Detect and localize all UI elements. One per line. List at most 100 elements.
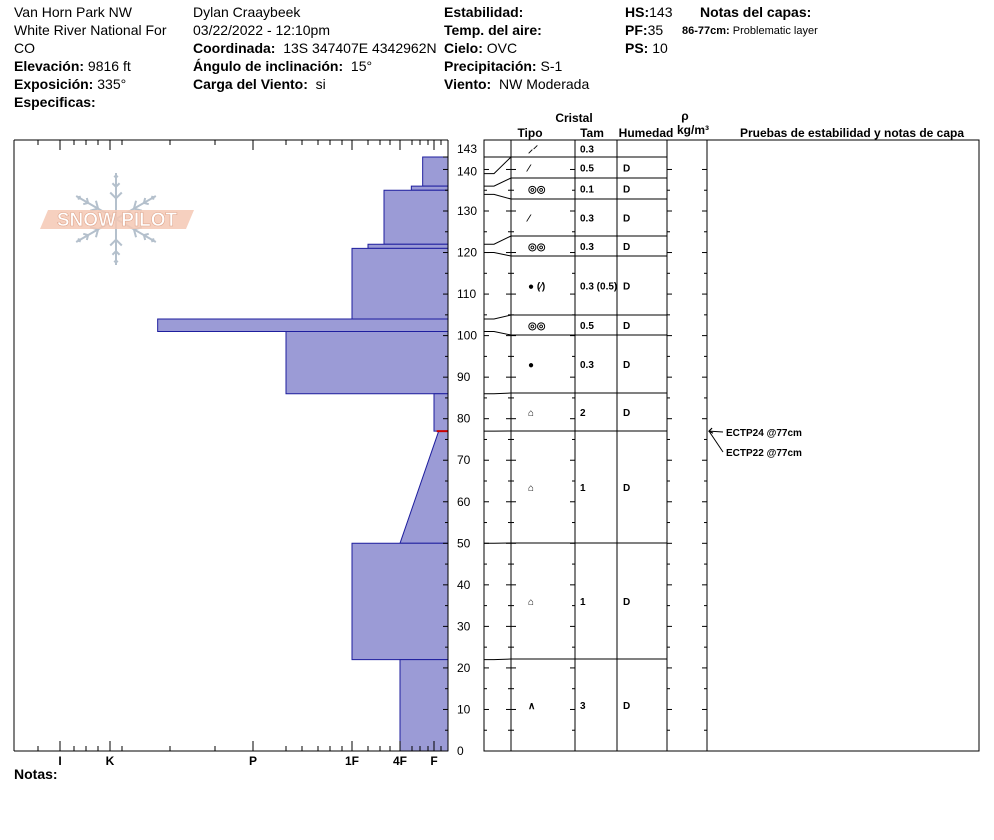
- moisture-value: D: [623, 408, 630, 419]
- moisture-value: D: [623, 483, 630, 494]
- layer-connector: [484, 157, 511, 174]
- snowflake-branch: [116, 176, 118, 178]
- grain-size-value: 3: [580, 701, 586, 712]
- grain-size-value: 0.3: [580, 242, 594, 253]
- tests-header: Pruebas de estabilidad y notas de capa: [740, 126, 964, 140]
- grain-type-symbol: ⸝⸍: [528, 145, 538, 156]
- stability-test-label: ECTP24 @77cm: [726, 428, 802, 439]
- snowflake-branch: [79, 196, 80, 198]
- layer-rows: ⸝⸍ 0.3 ⁄ 0.5 D ◎◎ 0.1 D ⁄ 0.3 D ◎◎ 0.3 D ● (⁄) 0.3 (0.5…: [511, 145, 667, 713]
- snowflake-branch: [152, 198, 154, 199]
- depth-tick-label: 60: [457, 495, 471, 509]
- grain-size-value: 0.5: [580, 164, 594, 175]
- grain-size-value: 0.3 (0.5): [580, 282, 617, 293]
- depth-tick-label: 20: [457, 661, 471, 675]
- hardness-profile: [158, 157, 448, 751]
- hardness-layer: [434, 394, 448, 431]
- grain-type-symbol: ⁄: [526, 164, 532, 175]
- depth-tick-label: 130: [457, 204, 477, 218]
- hardness-layer: [352, 248, 448, 319]
- grain-type-symbol: ● (⁄): [528, 282, 545, 293]
- snowflake-branch: [78, 239, 80, 240]
- depth-tick-label: 70: [457, 453, 471, 467]
- depth-tick-label: 120: [457, 246, 477, 260]
- hardness-layer: [352, 543, 448, 659]
- depth-tick-label: 110: [457, 287, 476, 301]
- stability-tests: ECTP24 @77cm ECTP22 @77cm: [709, 428, 802, 459]
- hardness-tick-label: I: [58, 754, 61, 768]
- moisture-value: D: [623, 701, 630, 712]
- snowflake-branch: [87, 198, 88, 203]
- depth-tick-label: 50: [457, 536, 471, 550]
- grain-type-symbol: ⌂: [528, 483, 534, 494]
- table-depth-ticks: [484, 169, 707, 751]
- hardness-layer: [384, 190, 448, 244]
- moisture-value: D: [623, 164, 630, 175]
- layer-connector: [484, 315, 511, 319]
- snowflake-branch: [152, 240, 153, 242]
- hardness-layer: [400, 660, 448, 751]
- moisture-header: Humedad: [619, 126, 674, 140]
- snowflake-branch: [78, 198, 80, 199]
- depth-tick-label: 0: [457, 744, 464, 758]
- depth-tick-label: 30: [457, 619, 471, 633]
- depth-tick-label: 80: [457, 412, 471, 426]
- layer-connector: [484, 331, 511, 335]
- rho-header: ρ: [681, 109, 688, 123]
- grain-size-value: 0.1: [580, 185, 594, 196]
- hardness-tick-label: 4F: [393, 754, 407, 768]
- moisture-value: D: [623, 321, 630, 332]
- snowflake-branch: [83, 234, 88, 235]
- depth-tick-label: 40: [457, 578, 471, 592]
- density-unit-header: kg/m³: [677, 123, 709, 137]
- grain-size-value: 0.5: [580, 321, 594, 332]
- hardness-layer: [286, 331, 448, 393]
- grain-size-value: 0.3: [580, 360, 594, 371]
- snowflake-branch: [144, 235, 145, 240]
- hardness-tick-label: F: [430, 754, 437, 768]
- hardness-layer: [411, 186, 448, 190]
- moisture-value: D: [623, 214, 630, 225]
- depth-tick-label: 10: [457, 702, 471, 716]
- grain-type-symbol: ∧: [528, 701, 535, 712]
- hardness-layer: [368, 244, 448, 248]
- layer-connector: [484, 178, 511, 186]
- moisture-value: D: [623, 242, 630, 253]
- size-header: Tam: [580, 126, 604, 140]
- layer-connectors: [484, 157, 511, 660]
- depth-tick-label: 100: [457, 329, 477, 343]
- layer-connector: [484, 253, 511, 256]
- grain-type-symbol: ◎◎: [528, 185, 546, 196]
- test-arrow: [709, 431, 723, 452]
- grain-size-value: 0.3: [580, 214, 594, 225]
- hardness-axis: I K P 1F 4F F: [38, 140, 441, 768]
- grain-type-symbol: ⌂: [528, 408, 534, 419]
- hardness-tick-label: K: [106, 754, 115, 768]
- hardness-tick-label: P: [249, 754, 257, 768]
- grain-size-value: 1: [580, 597, 586, 608]
- depth-tick-label: 143: [457, 142, 477, 156]
- moisture-value: D: [623, 185, 630, 196]
- stability-test-label: ECTP22 @77cm: [726, 448, 802, 459]
- type-header: Tipo: [517, 126, 542, 140]
- layer-connector: [484, 236, 511, 244]
- crystal-header: Cristal: [555, 111, 592, 125]
- layer-connector: [484, 194, 511, 199]
- hardness-layer: [158, 319, 448, 331]
- logo-text: SNOW PILOT: [57, 210, 178, 231]
- snowflake-branch: [114, 260, 116, 262]
- snowflake-branch: [152, 239, 154, 240]
- snowflake-branch: [144, 203, 149, 204]
- depth-tick-label: 140: [457, 164, 477, 178]
- grain-type-symbol: ◎◎: [528, 321, 546, 332]
- moisture-value: D: [623, 597, 630, 608]
- moisture-value: D: [623, 360, 630, 371]
- grain-type-symbol: ◎◎: [528, 242, 546, 253]
- snowpilot-logo: SNOW PILOT: [40, 173, 194, 265]
- grain-size-value: 1: [580, 483, 586, 494]
- hardness-layer: [423, 157, 448, 186]
- grain-type-symbol: ●: [528, 360, 534, 371]
- grain-type-symbol: ⁄: [526, 214, 532, 225]
- layer-connector: [484, 393, 511, 394]
